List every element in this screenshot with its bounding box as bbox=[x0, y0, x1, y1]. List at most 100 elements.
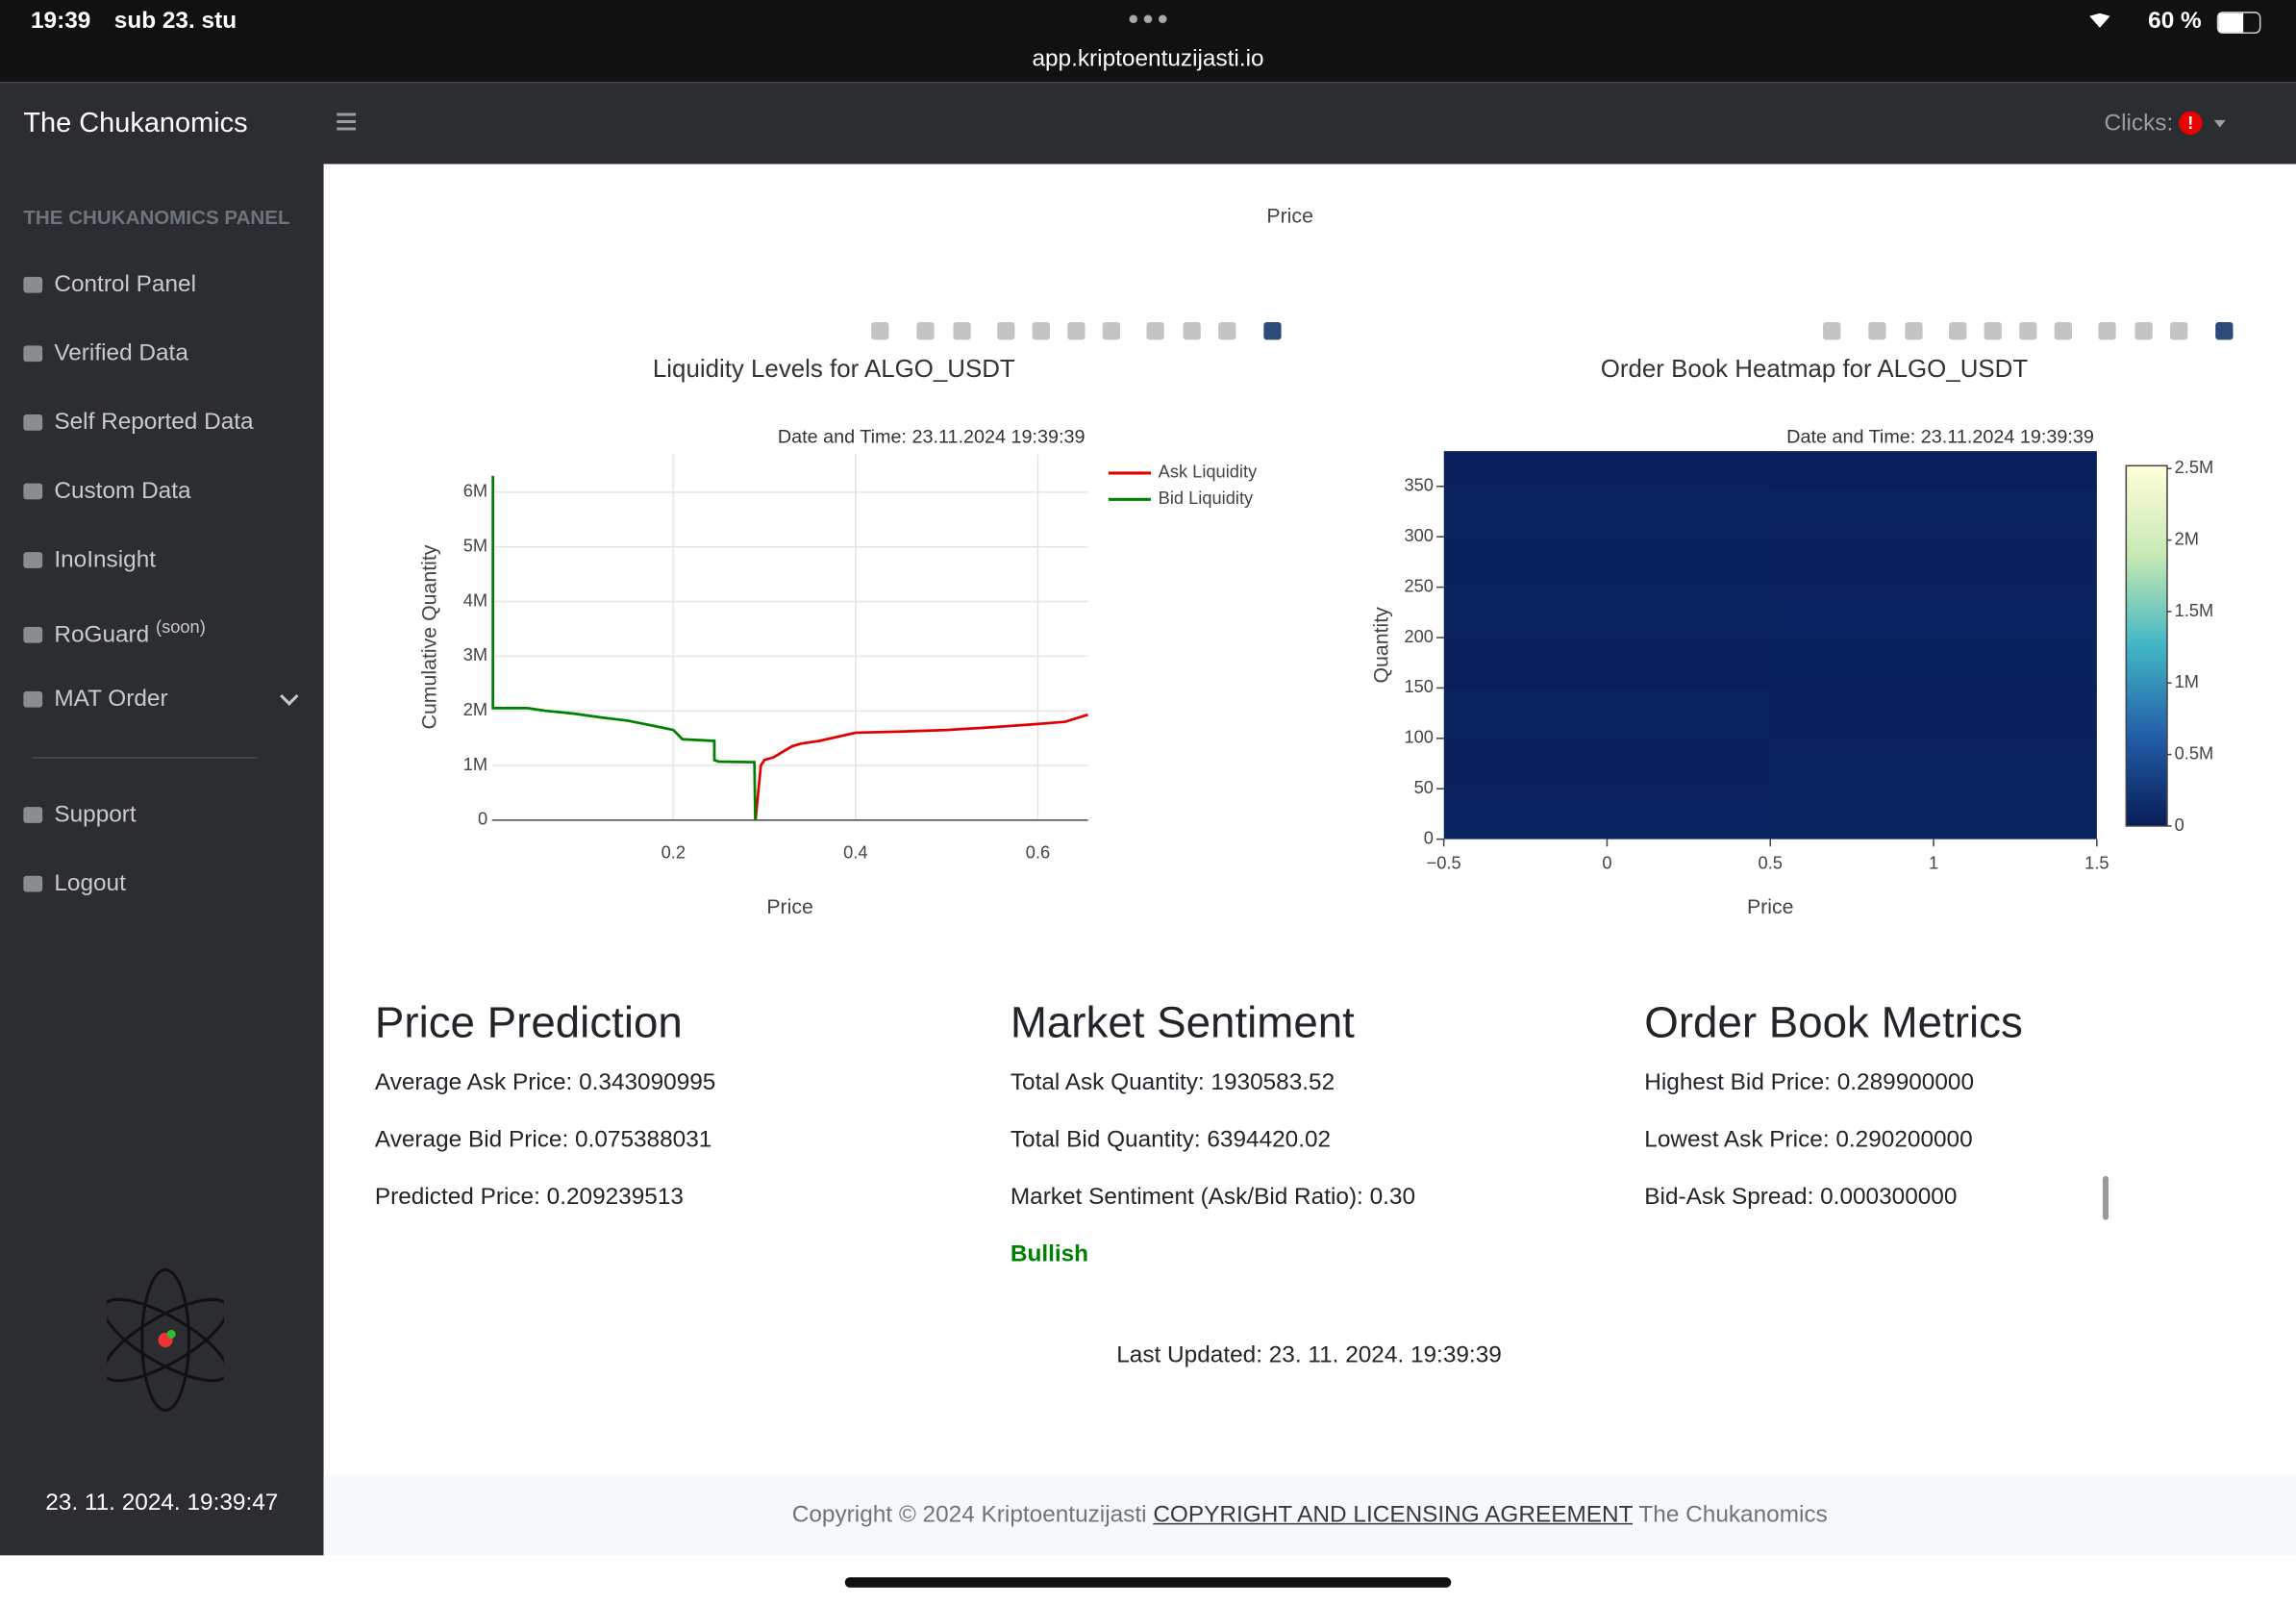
modebar-button[interactable] bbox=[1263, 322, 1282, 340]
clicks-label[interactable]: Clicks: bbox=[2104, 111, 2174, 137]
x-tick-label: 1 bbox=[1929, 852, 1938, 872]
x-tick-label: 0.2 bbox=[661, 842, 686, 863]
modebar-button[interactable] bbox=[1067, 322, 1086, 340]
sidebar-heading: THE CHUKANOMICS PANEL bbox=[23, 206, 290, 229]
metric: Average Bid Price: 0.075388031 bbox=[374, 1127, 712, 1153]
home-indicator bbox=[844, 1577, 1452, 1588]
modebar-button[interactable] bbox=[2019, 322, 2037, 340]
modebar-button[interactable] bbox=[1823, 322, 1841, 340]
battery-text: 60 % bbox=[2148, 9, 2202, 35]
heatmap-cell bbox=[1770, 587, 2097, 639]
caret bbox=[2213, 119, 2226, 134]
heatmap-cell bbox=[1770, 789, 2097, 840]
metric: Total Ask Quantity: 1930583.52 bbox=[1010, 1070, 1335, 1096]
x-axis-label: Price bbox=[1266, 203, 1313, 228]
chart-title: Order Book Heatmap for ALGO_USDT bbox=[1601, 356, 2029, 383]
colorbar-tick-label: 1.5M bbox=[2175, 600, 2214, 620]
modebar-button[interactable] bbox=[1146, 322, 1164, 340]
heatmap-cell bbox=[1770, 451, 2097, 488]
modebar-button[interactable] bbox=[1032, 322, 1050, 340]
nav-item[interactable]: Custom Data bbox=[23, 479, 191, 505]
x-tick-label: 0.5 bbox=[1759, 852, 1783, 872]
modebar-button[interactable] bbox=[1868, 322, 1886, 340]
footer-suffix: The Chukanomics bbox=[1638, 1502, 1828, 1528]
modebar-button[interactable] bbox=[1949, 322, 1967, 340]
colorbar-tick-label: 2M bbox=[2175, 528, 2199, 548]
modebar-button[interactable] bbox=[953, 322, 971, 340]
modebar-button[interactable] bbox=[1183, 322, 1201, 340]
nav-label: Control Panel bbox=[54, 272, 197, 298]
sidebar: THE CHUKANOMICS PANEL Control Panel Veri… bbox=[0, 163, 324, 1556]
modebar-button[interactable] bbox=[916, 322, 935, 340]
modebar-button[interactable] bbox=[1102, 322, 1121, 340]
metric: Average Ask Price: 0.343090995 bbox=[374, 1070, 716, 1096]
y-tick-label: 5M bbox=[463, 536, 487, 556]
modebar-button[interactable] bbox=[1218, 322, 1236, 340]
section-title: Market Sentiment bbox=[1010, 998, 1355, 1047]
metric: Total Bid Quantity: 6394420.02 bbox=[1010, 1127, 1332, 1153]
time: 19:39 bbox=[30, 9, 91, 35]
nav-item[interactable]: InoInsight bbox=[23, 548, 156, 574]
nav-item[interactable]: Verified Data bbox=[23, 340, 188, 367]
nav-item[interactable]: MAT Order bbox=[23, 687, 168, 713]
sentiment: Bullish bbox=[1010, 1241, 1089, 1267]
nav-label: Custom Data bbox=[54, 479, 191, 504]
dots bbox=[1126, 14, 1170, 24]
heatmap-cell bbox=[1770, 738, 2097, 790]
battery-icon bbox=[2216, 12, 2261, 35]
y-tick-label: 50 bbox=[1414, 777, 1434, 797]
menu-toggle[interactable] bbox=[337, 113, 357, 131]
x-axis-label: Price bbox=[766, 895, 813, 918]
nav-label: Verified Data bbox=[54, 340, 188, 366]
navbar: The Chukanomics Clicks: ! bbox=[0, 82, 2296, 164]
colorbar-tick-label: 0.5M bbox=[2175, 742, 2214, 763]
footer: Copyright © 2024 Kriptoentuzijasti COPYR… bbox=[323, 1474, 2296, 1556]
nav-item[interactable]: Support bbox=[23, 803, 137, 829]
section-title: Price Prediction bbox=[374, 998, 683, 1047]
modebar-button[interactable] bbox=[2170, 322, 2188, 340]
nav-item[interactable]: Self Reported Data bbox=[23, 410, 254, 436]
nav-item[interactable]: Control Panel bbox=[23, 272, 196, 298]
last-updated: Last Updated: 23. 11. 2024. 19:39:39 bbox=[1116, 1342, 1502, 1368]
x-axis-label: Price bbox=[1747, 895, 1794, 918]
x-tick-label: 0.4 bbox=[843, 842, 867, 863]
scrollbar[interactable] bbox=[2102, 1175, 2109, 1220]
colorbar-tick-label: 2.5M bbox=[2175, 457, 2214, 477]
copyright: Copyright © 2024 Kriptoentuzijasti bbox=[791, 1502, 1147, 1528]
modebar-button[interactable] bbox=[2098, 322, 2116, 340]
metric: Lowest Ask Price: 0.290200000 bbox=[1644, 1127, 1973, 1153]
series-line bbox=[491, 475, 757, 820]
modebar-button[interactable] bbox=[997, 322, 1015, 340]
y-tick-label: 350 bbox=[1404, 475, 1433, 495]
modebar-button[interactable] bbox=[2215, 322, 2234, 340]
section-title: Order Book Metrics bbox=[1644, 998, 2023, 1047]
legend-label: Ask Liquidity bbox=[1159, 462, 1258, 482]
modebar-button[interactable] bbox=[1905, 322, 1923, 340]
modebar-button[interactable] bbox=[1984, 322, 2002, 340]
modebar-button[interactable] bbox=[871, 322, 889, 340]
y-tick-label: 150 bbox=[1404, 676, 1433, 696]
heatmap-cell bbox=[1443, 537, 1772, 589]
metric: Market Sentiment (Ask/Bid Ratio): 0.30 bbox=[1010, 1185, 1416, 1210]
heatmap-cell bbox=[1443, 587, 1772, 639]
colorbar bbox=[2125, 464, 2168, 827]
nav-item[interactable]: RoGuard (soon) bbox=[23, 616, 206, 649]
license-link[interactable]: COPYRIGHT AND LICENSING AGREEMENT bbox=[1153, 1502, 1634, 1528]
y-tick-label: 100 bbox=[1404, 727, 1433, 747]
url[interactable]: app.kriptoentuzijasti.io bbox=[1032, 46, 1264, 72]
brand[interactable]: The Chukanomics bbox=[23, 108, 248, 139]
charts: Liquidity Levels for ALGO_USDT Date and T… bbox=[417, 322, 2234, 918]
modebar-button[interactable] bbox=[2134, 322, 2153, 340]
heatmap-cell bbox=[1443, 688, 1772, 739]
metric: Bid-Ask Spread: 0.000300000 bbox=[1644, 1185, 1958, 1210]
logo bbox=[107, 1267, 225, 1413]
y-tick-label: 3M bbox=[463, 644, 487, 664]
y-tick-label: 0 bbox=[1424, 827, 1434, 847]
sidebar-clock: 23. 11. 2024. 19:39:47 bbox=[45, 1491, 279, 1516]
heatmap-cell bbox=[1770, 486, 2097, 538]
modebar-button[interactable] bbox=[2054, 322, 2072, 340]
nav-label: MAT Order bbox=[54, 687, 168, 713]
y-axis-label: Cumulative Quantity bbox=[417, 544, 440, 729]
nav-item[interactable]: Logout bbox=[23, 871, 126, 897]
